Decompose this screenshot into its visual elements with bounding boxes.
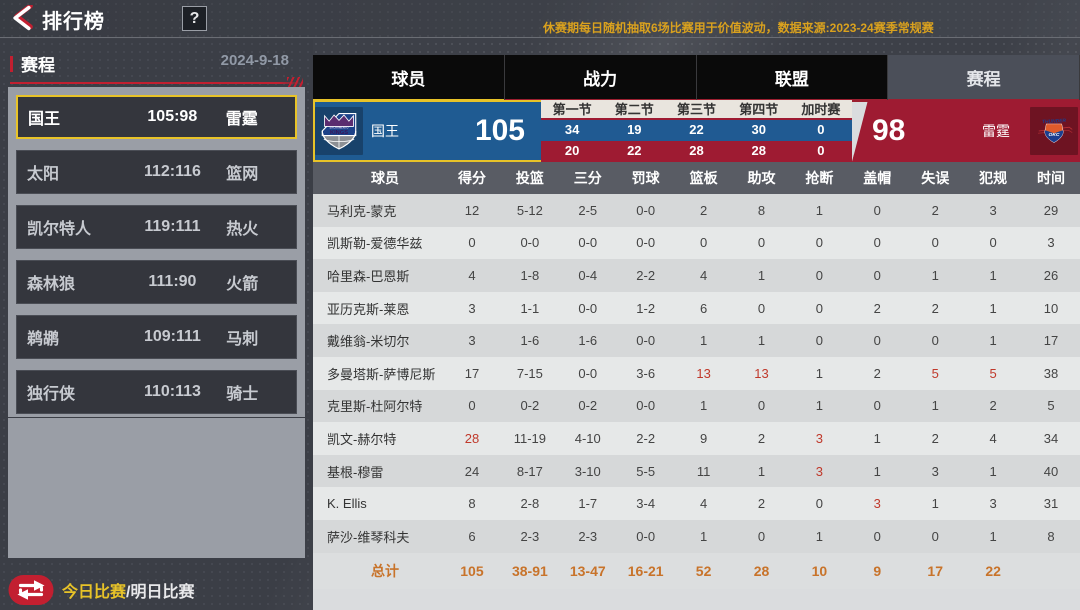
svg-text:OKC: OKC [1049, 132, 1060, 138]
